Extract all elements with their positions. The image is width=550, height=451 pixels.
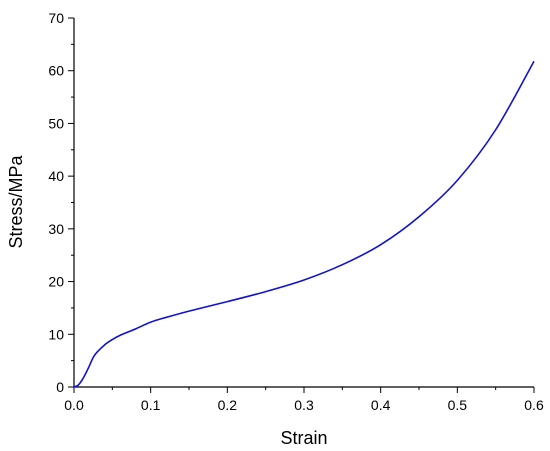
tick-labels: 0.0 0.1 0.2 0.3 0.4 0.5 0.6 0 10 20 30 40 50 60 70 [48, 10, 544, 413]
y-tick-label: 20 [48, 274, 64, 290]
y-tick-label: 0 [56, 379, 64, 395]
x-tick-label: 0.4 [371, 397, 391, 413]
y-axis-title: Stress/MPa [6, 155, 26, 249]
x-tick-label: 0.0 [64, 397, 84, 413]
stress-strain-curve [73, 60, 535, 388]
x-tick-label: 0.1 [141, 397, 161, 413]
y-tick-label: 50 [48, 115, 64, 131]
y-tick-label: 10 [48, 326, 64, 342]
x-tick-label: 0.6 [524, 397, 544, 413]
x-tick-label: 0.2 [218, 397, 238, 413]
y-tick-label: 40 [48, 168, 64, 184]
y-tick-label: 30 [48, 221, 64, 237]
x-axis-title: Strain [280, 428, 327, 448]
y-tick-label: 60 [48, 63, 64, 79]
y-tick-label: 70 [48, 10, 64, 26]
axes [73, 18, 534, 388]
x-tick-label: 0.5 [448, 397, 468, 413]
series [73, 60, 535, 388]
ticks [68, 17, 535, 393]
x-tick-label: 0.3 [294, 397, 314, 413]
